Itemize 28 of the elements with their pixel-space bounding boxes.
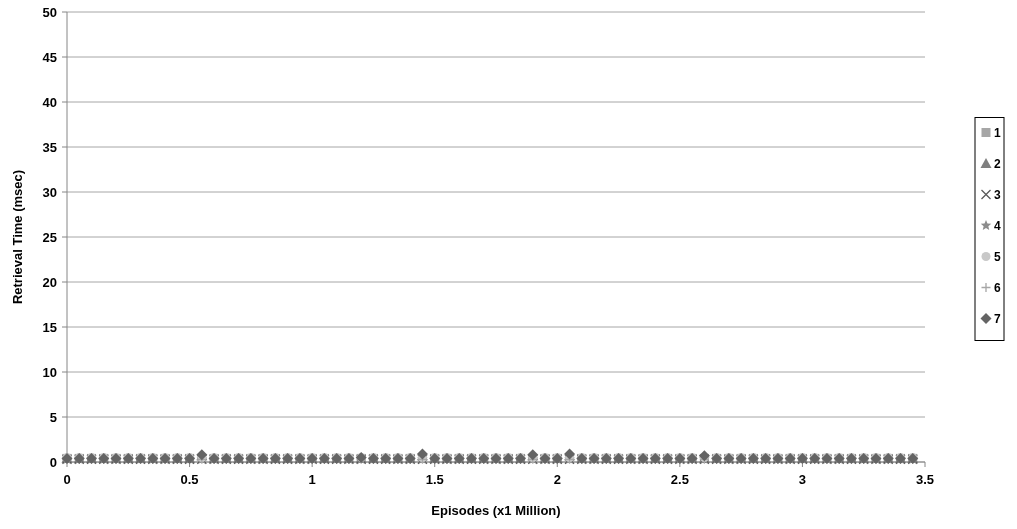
x-tick-label: 1 (308, 472, 316, 487)
y-tick-label: 5 (49, 409, 57, 425)
x-tick-label: 2.5 (670, 472, 689, 487)
y-tick-label: 50 (42, 4, 57, 20)
legend-label: 2 (994, 156, 1001, 171)
y-tick-label: 15 (42, 319, 57, 335)
y-tick-label: 10 (42, 364, 57, 380)
y-axis-title: Retrieval Time (msec) (10, 169, 25, 305)
x-tick-label: 3 (798, 472, 807, 487)
legend-label: 3 (994, 187, 1001, 202)
legend-label: 4 (994, 218, 1001, 233)
legend-label: 7 (994, 311, 1001, 326)
y-tick-label: 25 (42, 229, 57, 245)
x-tick-label: 0.5 (180, 472, 199, 487)
legend-label: 5 (994, 249, 1001, 264)
y-tick-label: 0 (49, 454, 57, 470)
y-tick-label: 45 (42, 49, 57, 65)
y-tick-label: 40 (42, 94, 57, 110)
x-tick-label: 2 (553, 472, 561, 487)
x-axis-title: Episodes (x1 Million) (431, 503, 561, 518)
y-tick-label: 30 (42, 184, 57, 200)
x-tick-label: 1.5 (425, 472, 444, 487)
y-tick-label: 35 (42, 139, 57, 155)
legend-label: 6 (994, 280, 1001, 295)
y-tick-label: 20 (42, 274, 57, 290)
x-tick-label: 3.5 (915, 472, 935, 487)
legend-label: 1 (994, 125, 1001, 140)
x-tick-label: 0 (63, 472, 71, 487)
